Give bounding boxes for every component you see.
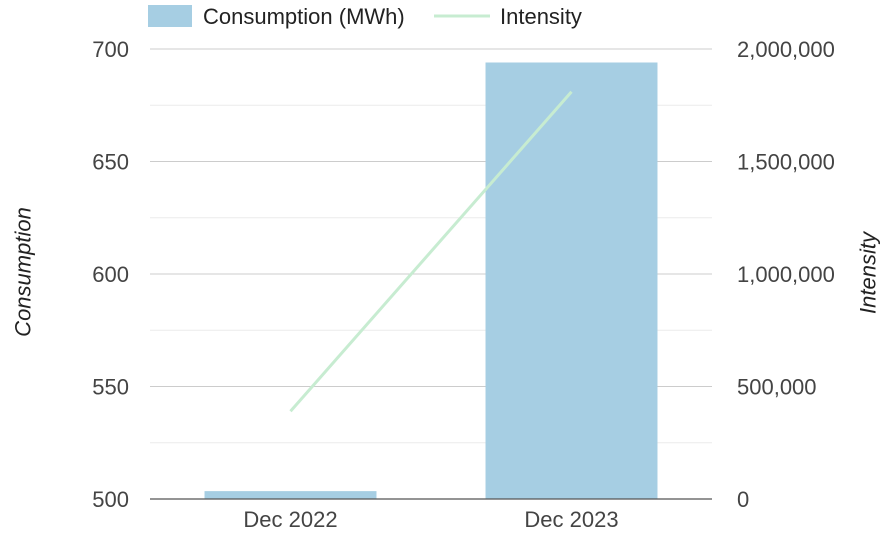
- bar-dec-2023[interactable]: [485, 62, 658, 500]
- right-axis-tick-label: 0: [737, 487, 749, 512]
- legend-item-consumption[interactable]: Consumption (MWh): [148, 4, 405, 29]
- legend: Consumption (MWh) Intensity: [148, 4, 582, 29]
- legend-item-intensity[interactable]: Intensity: [434, 4, 582, 29]
- gridlines: [150, 48, 712, 444]
- left-axis-tick-label: 600: [92, 262, 129, 287]
- left-axis-tick-label: 550: [92, 374, 129, 399]
- intensity-line[interactable]: [289, 90, 573, 413]
- left-axis-ticks: 500 550 600 650 700: [92, 37, 129, 512]
- x-axis-category-label: Dec 2023: [524, 507, 618, 532]
- right-axis-tick-label: 500,000: [737, 374, 817, 399]
- x-axis-category-label: Dec 2022: [243, 507, 337, 532]
- right-axis-tick-label: 2,000,000: [737, 37, 835, 62]
- right-axis-title: Intensity: [856, 230, 880, 314]
- right-axis-ticks: 0 500,000 1,000,000 1,500,000 2,000,000: [737, 37, 835, 512]
- right-axis-tick-label: 1,500,000: [737, 149, 835, 174]
- line-series-intensity: [289, 90, 573, 413]
- legend-swatch-consumption: [148, 5, 192, 27]
- left-axis-tick-label: 650: [92, 149, 129, 174]
- left-axis-tick-label: 500: [92, 487, 129, 512]
- legend-label-consumption: Consumption (MWh): [203, 4, 405, 29]
- right-axis-tick-label: 1,000,000: [737, 262, 835, 287]
- bar-dec-2022[interactable]: [204, 491, 377, 499]
- bar-series-consumption: [204, 62, 658, 500]
- left-axis-title: Consumption: [11, 207, 36, 337]
- legend-label-intensity: Intensity: [500, 4, 582, 29]
- left-axis-tick-label: 700: [92, 37, 129, 62]
- x-axis-ticks: Dec 2022 Dec 2023: [243, 507, 618, 532]
